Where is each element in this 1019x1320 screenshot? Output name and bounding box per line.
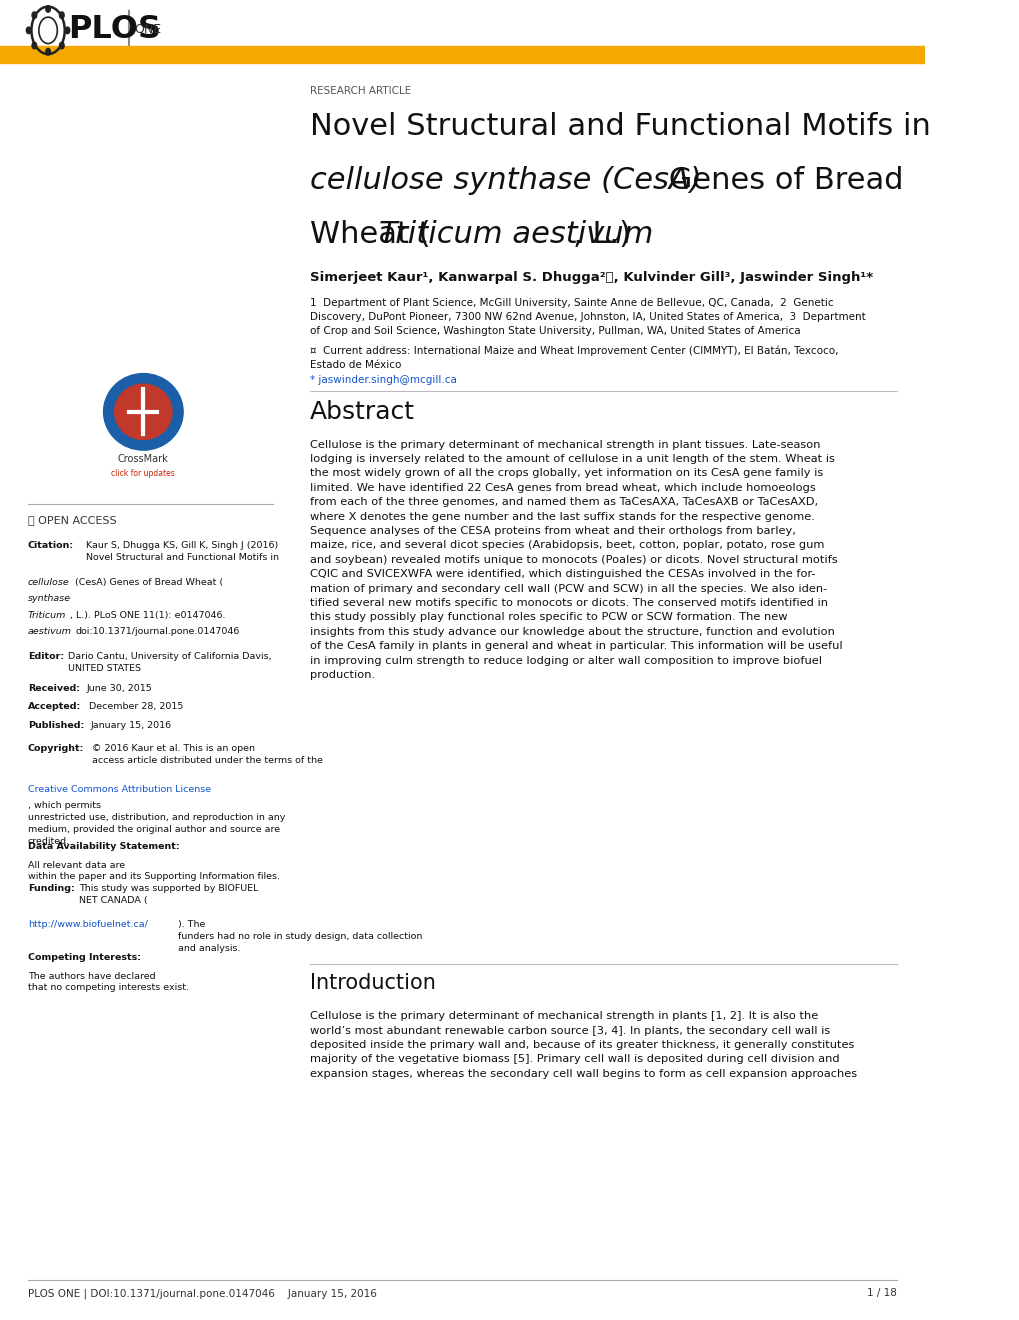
Circle shape (32, 42, 37, 49)
Text: RESEARCH ARTICLE: RESEARCH ARTICLE (310, 86, 411, 96)
Text: January 15, 2016: January 15, 2016 (91, 721, 171, 730)
Text: Wheat (: Wheat ( (310, 220, 430, 249)
Text: 🔒 OPEN ACCESS: 🔒 OPEN ACCESS (28, 515, 116, 525)
Circle shape (26, 28, 31, 34)
Text: The authors have declared
that no competing interests exist.: The authors have declared that no compet… (28, 972, 189, 993)
Text: 1  Department of Plant Science, McGill University, Sainte Anne de Bellevue, QC, : 1 Department of Plant Science, McGill Un… (310, 298, 865, 337)
Text: June 30, 2015: June 30, 2015 (87, 684, 153, 693)
Text: ). The
funders had no role in study design, data collection
and analysis.: ). The funders had no role in study desi… (177, 920, 422, 953)
Ellipse shape (114, 384, 172, 440)
Text: , which permits
unrestricted use, distribution, and reproduction in any
medium, : , which permits unrestricted use, distri… (28, 801, 285, 846)
Text: , L.): , L.) (573, 220, 631, 249)
Text: Data Availability Statement:: Data Availability Statement: (28, 842, 179, 851)
Text: Cellulose is the primary determinant of mechanical strength in plants [1, 2]. It: Cellulose is the primary determinant of … (310, 1011, 856, 1078)
Circle shape (65, 28, 69, 34)
Text: 1 / 18: 1 / 18 (866, 1288, 896, 1299)
Text: All relevant data are
within the paper and its Supporting Information files.: All relevant data are within the paper a… (28, 861, 279, 882)
Text: Dario Cantu, University of California Davis,
UNITED STATES: Dario Cantu, University of California Da… (67, 652, 271, 673)
Text: Accepted:: Accepted: (28, 702, 81, 711)
Text: Genes of Bread: Genes of Bread (658, 166, 903, 195)
Text: PLOS: PLOS (68, 13, 161, 45)
Text: Introduction: Introduction (310, 973, 435, 993)
Circle shape (32, 12, 37, 18)
Text: Cellulose is the primary determinant of mechanical strength in plant tissues. La: Cellulose is the primary determinant of … (310, 440, 842, 680)
Circle shape (46, 5, 50, 12)
Text: doi:10.1371/journal.pone.0147046: doi:10.1371/journal.pone.0147046 (75, 627, 239, 636)
Text: cellulose synthase (CesA): cellulose synthase (CesA) (310, 166, 701, 195)
Text: ONE: ONE (133, 22, 161, 36)
Circle shape (59, 42, 64, 49)
Text: Competing Interests:: Competing Interests: (28, 953, 141, 962)
Text: Funding:: Funding: (28, 884, 74, 894)
Text: Received:: Received: (28, 684, 79, 693)
Ellipse shape (104, 374, 183, 450)
Text: Novel Structural and Functional Motifs in: Novel Structural and Functional Motifs i… (310, 112, 929, 141)
Text: PLOS ONE | DOI:10.1371/journal.pone.0147046    January 15, 2016: PLOS ONE | DOI:10.1371/journal.pone.0147… (28, 1288, 376, 1299)
Circle shape (59, 12, 64, 18)
Text: Editor:: Editor: (28, 652, 64, 661)
Text: © 2016 Kaur et al. This is an open
access article distributed under the terms of: © 2016 Kaur et al. This is an open acces… (92, 744, 322, 766)
Text: This study was supported by BIOFUEL
NET CANADA (: This study was supported by BIOFUEL NET … (78, 884, 258, 906)
Text: Citation:: Citation: (28, 541, 73, 550)
Text: ¤  Current address: International Maize and Wheat Improvement Center (CIMMYT), E: ¤ Current address: International Maize a… (310, 346, 838, 371)
Text: click for updates: click for updates (111, 469, 175, 478)
Text: synthase: synthase (28, 594, 70, 603)
Text: Copyright:: Copyright: (28, 744, 84, 754)
Text: Published:: Published: (28, 721, 84, 730)
Text: Triticum: Triticum (28, 611, 66, 620)
Circle shape (46, 49, 50, 55)
Bar (0, 46, 924, 63)
Text: Simerjeet Kaur¹, Kanwarpal S. Dhugga²ᵜ, Kulvinder Gill³, Jaswinder Singh¹*: Simerjeet Kaur¹, Kanwarpal S. Dhugga²ᵜ, … (310, 271, 872, 284)
Text: aestivum: aestivum (28, 627, 71, 636)
Text: http://www.biofuelnet.ca/: http://www.biofuelnet.ca/ (28, 920, 148, 929)
Text: (CesA) Genes of Bread Wheat (: (CesA) Genes of Bread Wheat ( (72, 578, 223, 587)
Text: CrossMark: CrossMark (118, 454, 168, 465)
Text: December 28, 2015: December 28, 2015 (89, 702, 183, 711)
Text: Triticum aestivum: Triticum aestivum (379, 220, 653, 249)
Text: Creative Commons Attribution License: Creative Commons Attribution License (28, 785, 211, 795)
Text: , L.). PLoS ONE 11(1): e0147046.: , L.). PLoS ONE 11(1): e0147046. (70, 611, 225, 620)
Text: cellulose: cellulose (28, 578, 69, 587)
Text: Kaur S, Dhugga KS, Gill K, Singh J (2016)
Novel Structural and Functional Motifs: Kaur S, Dhugga KS, Gill K, Singh J (2016… (86, 541, 281, 562)
Text: Abstract: Abstract (310, 400, 415, 424)
Text: * jaswinder.singh@mcgill.ca: * jaswinder.singh@mcgill.ca (310, 375, 457, 385)
